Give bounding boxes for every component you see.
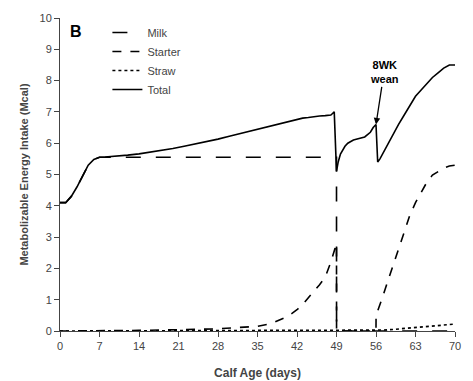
svg-text:2: 2: [46, 262, 52, 274]
svg-text:35: 35: [251, 340, 263, 352]
svg-text:Milk: Milk: [147, 27, 167, 39]
svg-text:5: 5: [46, 168, 52, 180]
svg-text:14: 14: [133, 340, 145, 352]
svg-text:8: 8: [46, 74, 52, 86]
svg-text:7: 7: [96, 340, 102, 352]
svg-text:4: 4: [46, 200, 52, 212]
svg-text:49: 49: [330, 340, 342, 352]
svg-text:Calf Age (days): Calf Age (days): [214, 366, 301, 380]
svg-text:Total: Total: [147, 84, 170, 96]
svg-text:6: 6: [46, 137, 52, 149]
svg-text:63: 63: [409, 340, 421, 352]
svg-text:56: 56: [370, 340, 382, 352]
svg-text:Metabolizable Energy Intake (M: Metabolizable Energy Intake (Mcal): [18, 83, 30, 265]
svg-text:1: 1: [46, 294, 52, 306]
svg-text:7: 7: [46, 106, 52, 118]
svg-text:42: 42: [291, 340, 303, 352]
svg-text:28: 28: [212, 340, 224, 352]
svg-text:Straw: Straw: [147, 65, 175, 77]
svg-text:3: 3: [46, 231, 52, 243]
svg-text:B: B: [70, 23, 82, 40]
svg-text:0: 0: [57, 340, 63, 352]
svg-text:0: 0: [46, 325, 52, 337]
svg-text:21: 21: [172, 340, 184, 352]
svg-text:10: 10: [40, 12, 52, 24]
svg-text:8WKwean: 8WKwean: [370, 59, 399, 85]
svg-text:9: 9: [46, 43, 52, 55]
svg-text:Starter: Starter: [147, 46, 180, 58]
svg-text:70: 70: [449, 340, 461, 352]
